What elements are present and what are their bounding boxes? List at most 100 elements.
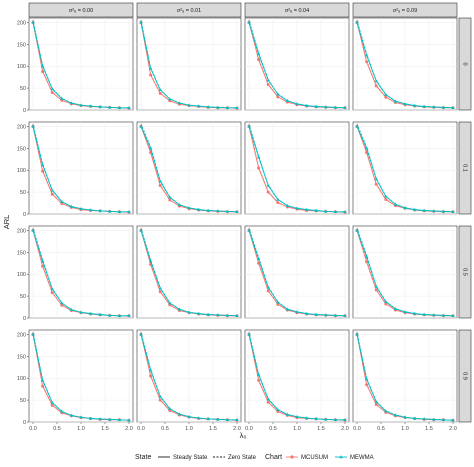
panels-layer: σ²ᵤ = 0.00 σ²ᵤ = 0.01 σ²ᵤ = 0.04 σ²ᵤ = 0.09… <box>17 2 472 432</box>
mewma-point <box>256 52 261 56</box>
x-tick-label: 2.0 <box>125 426 133 432</box>
y-tick-label: 100 <box>17 168 26 174</box>
mewma-point <box>177 412 182 416</box>
y-tick-label: 200 <box>17 332 26 338</box>
mewma-point <box>364 53 369 57</box>
mcusum-point <box>276 95 280 99</box>
y-tick-label: 100 <box>17 376 26 382</box>
mcusum-point <box>257 58 261 62</box>
mewma-point <box>295 102 299 106</box>
mewma-zero-line <box>356 123 454 213</box>
mewma-point <box>441 418 446 422</box>
y-tick-label: 100 <box>17 64 26 70</box>
mewma-point <box>384 194 388 198</box>
mewma-point <box>295 206 299 210</box>
mewma-point <box>168 97 172 101</box>
mewma-point <box>432 417 436 421</box>
facet-panel <box>28 121 134 215</box>
row-strip-bg <box>458 225 472 319</box>
mewma-point <box>108 313 112 317</box>
mcusum-point <box>365 60 369 64</box>
mewma-point <box>364 377 369 381</box>
facet-panel <box>28 225 134 319</box>
legend: State Steady State Zero State Chart MCUS… <box>135 454 374 461</box>
mcusum-point <box>257 166 261 170</box>
row-strip-label: 0.5 <box>462 268 468 276</box>
facet-panel <box>244 121 350 215</box>
mewma-point <box>31 332 35 336</box>
mewma-point <box>158 88 162 92</box>
mewma-point <box>324 417 328 421</box>
mewma-point <box>69 413 74 417</box>
mewma-point <box>196 416 201 420</box>
mewma-point <box>225 106 230 110</box>
y-tick-label: 0 <box>23 212 26 218</box>
mewma-point <box>343 418 347 422</box>
mewma-point <box>206 417 210 421</box>
mewma-point <box>235 210 239 214</box>
facet-panel <box>352 329 458 423</box>
mewma-point <box>422 104 426 108</box>
x-tick-label: 1.5 <box>101 426 109 432</box>
mcusum-point <box>149 73 153 77</box>
mewma-point <box>50 287 54 291</box>
mewma-zero-line <box>248 331 345 421</box>
mewma-point <box>333 105 338 109</box>
mewma-point <box>216 313 220 317</box>
mewma-point <box>355 332 359 336</box>
mewma-point <box>196 104 201 108</box>
mewma-point <box>384 92 388 96</box>
mewma-point <box>285 412 290 416</box>
mewma-point <box>295 310 299 314</box>
y-tick-label: 150 <box>17 354 26 360</box>
mewma-point <box>304 416 309 420</box>
mewma-point <box>393 413 398 417</box>
legend-mewma-label: MEWMA <box>350 455 374 461</box>
mewma-point <box>355 228 359 232</box>
mcusum-zero-line <box>32 227 129 317</box>
mewma-point <box>225 313 230 317</box>
y-tick-label: 150 <box>17 250 26 256</box>
mcusum-point <box>60 303 64 307</box>
mewma-point <box>31 20 35 24</box>
mewma-point <box>247 332 251 336</box>
mewma-point <box>432 105 436 109</box>
facet-panel <box>244 329 350 423</box>
mewma-point <box>206 208 210 212</box>
mewma-point <box>127 314 131 318</box>
mewma-point <box>256 257 261 261</box>
mewma-point <box>285 307 290 311</box>
mewma-point <box>177 203 182 206</box>
mcusum-point <box>149 374 153 378</box>
mewma-point <box>364 146 369 150</box>
mcusum-point <box>384 198 388 202</box>
facet-panel <box>136 225 242 319</box>
mcusum-point <box>158 91 162 95</box>
mewma-point <box>40 378 45 382</box>
mewma-point <box>343 210 347 214</box>
mewma-point <box>187 310 191 314</box>
row-strip-label: 0.9 <box>462 372 468 380</box>
mewma-point <box>314 417 318 421</box>
mewma-point <box>304 207 309 211</box>
mewma-point <box>50 188 54 192</box>
legend-zero-state-label: Zero State <box>228 455 257 461</box>
mcusum-point <box>158 290 162 294</box>
mcusum-zero-line <box>356 331 454 421</box>
mcusum-point <box>257 378 261 382</box>
row-strip-label: 0.1 <box>462 164 468 172</box>
mewma-point <box>148 368 153 372</box>
mewma-point <box>403 415 407 419</box>
mewma-point <box>276 197 280 201</box>
mewma-point <box>168 301 172 305</box>
mewma-point <box>79 310 83 314</box>
mewma-point <box>247 124 251 128</box>
mcusum-point <box>384 95 388 99</box>
facet-panel <box>352 17 458 111</box>
mcusum-point <box>374 288 378 292</box>
mewma-point <box>88 311 93 315</box>
column-strip: σ²ᵤ = 0.00 <box>28 2 134 18</box>
facet-panel <box>244 17 350 111</box>
mcusum-point <box>276 201 280 205</box>
mcusum-point <box>365 383 369 387</box>
